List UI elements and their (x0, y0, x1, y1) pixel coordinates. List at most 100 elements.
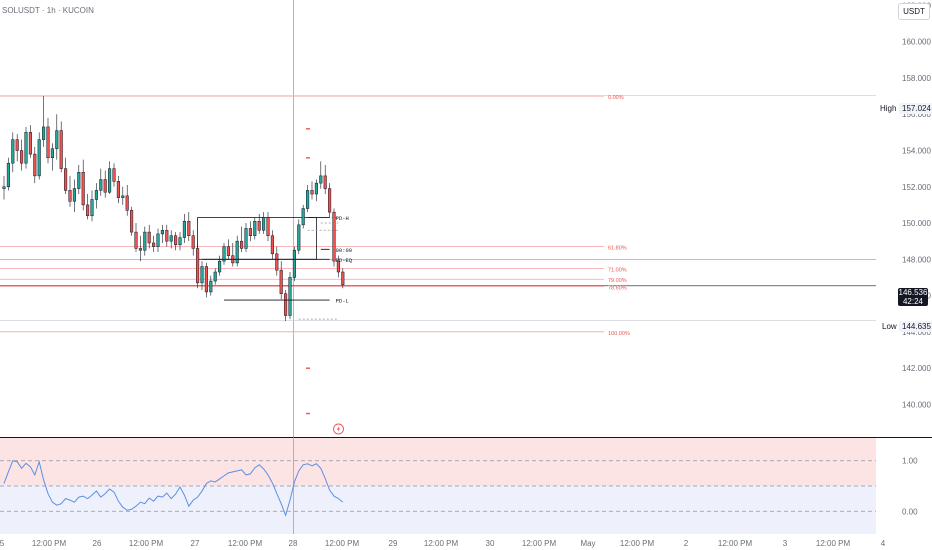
candle-body (169, 235, 173, 242)
x-tick-label: 12:00 PM (228, 539, 263, 548)
fib-level-label: 100.00% (608, 331, 630, 337)
candle-body (55, 130, 59, 149)
session-level-label: PD-EQ (336, 257, 353, 264)
y-tick-label: 154.000 (902, 147, 931, 156)
candle-body (81, 172, 85, 206)
candle-body (279, 269, 283, 295)
candle-body (11, 139, 15, 164)
candle-body (86, 204, 90, 217)
fib-level-label: 79.00% (608, 278, 627, 284)
session-level-label: PD-L (336, 298, 349, 305)
candle-body (332, 211, 336, 262)
target-mark (306, 367, 310, 369)
candle-body (310, 190, 314, 195)
candle-body (226, 246, 230, 256)
x-tick-label: 12:00 PM (620, 539, 655, 548)
candle-body (336, 260, 340, 273)
candle-body (328, 188, 332, 213)
fib-level-label: 0.00% (608, 95, 624, 101)
x-tick-label: 5 (0, 539, 5, 548)
x-tick-label: 26 (93, 539, 102, 548)
candle-body (270, 235, 274, 255)
fib-level-label: 71.00% (608, 267, 627, 273)
x-tick-label: 12:00 PM (32, 539, 67, 548)
x-tick-label: 3 (783, 539, 788, 548)
candle-body (178, 237, 182, 246)
candle-body (275, 253, 279, 271)
candle-body (130, 210, 134, 233)
currency-button[interactable]: USDT (898, 3, 930, 20)
candle-body (244, 228, 248, 249)
x-tick-label: 30 (486, 539, 495, 548)
candle-body (187, 220, 191, 236)
candle-body (209, 280, 213, 293)
y-tick-label: 158.000 (902, 74, 931, 83)
x-tick-label: 12:00 PM (129, 539, 164, 548)
candle-body (174, 235, 178, 246)
y-tick-label: 152.000 (902, 183, 931, 192)
target-mark (306, 157, 310, 159)
x-tick-label: 2 (684, 539, 689, 548)
candle-body (72, 188, 76, 202)
candle-body (319, 175, 323, 184)
candle-body (196, 248, 200, 284)
candle-body (37, 139, 41, 177)
last-price-value: 146.536 (898, 288, 928, 297)
fib-level-label: 61.80% (608, 246, 627, 252)
candle-body (42, 126, 46, 140)
lightning-icon (333, 423, 344, 435)
low-label: Low (882, 322, 897, 331)
candle-body (99, 179, 103, 191)
candle-body (297, 224, 301, 251)
candle-body (33, 153, 37, 177)
candle-body (68, 190, 72, 202)
candle-body (147, 231, 151, 244)
bar-countdown: 42:24 (902, 297, 924, 306)
x-tick-label: 12:00 PM (718, 539, 753, 548)
session-level-label: PD-H (336, 215, 349, 222)
high-label: High (880, 104, 897, 113)
candle-body (218, 260, 222, 273)
oscillator-band (0, 486, 876, 534)
candle-body (20, 150, 24, 164)
candle-body (138, 248, 142, 251)
candle-body (64, 168, 68, 191)
candle-body (204, 266, 208, 293)
candle-body (257, 220, 261, 231)
candle-body (314, 182, 318, 195)
high-value-tag: 157.024 (899, 103, 932, 114)
candle-body (24, 132, 28, 164)
candle-body (222, 246, 226, 262)
candle-body (306, 190, 310, 209)
x-tick-label: 12:00 PM (325, 539, 360, 548)
candle-body (182, 220, 186, 238)
candle-body (262, 217, 266, 231)
candle-body (292, 249, 296, 278)
last-price-tag: 146.536 42:24 (898, 288, 928, 306)
candle-body (152, 242, 156, 247)
candle-body (213, 271, 217, 282)
x-tick-label: May (580, 539, 595, 548)
candle-body (2, 186, 6, 189)
candle-body (240, 240, 244, 249)
x-tick-label: 12:00 PM (816, 539, 851, 548)
candle-body (323, 175, 327, 189)
x-tick-label: 12:00 PM (522, 539, 557, 548)
candle-body (6, 162, 10, 188)
candle-body (134, 231, 138, 249)
candle-body (116, 181, 120, 198)
candle-body (288, 277, 292, 316)
candle-body (191, 235, 195, 249)
low-value-tag: 144.635 (899, 321, 932, 332)
candle-body (165, 230, 169, 242)
y-tick-label: 140.000 (902, 400, 931, 409)
x-tick-label: 28 (289, 539, 298, 548)
candle-body (235, 240, 239, 264)
candle-body (200, 266, 204, 284)
y-tick-label: 156.000 (902, 110, 931, 119)
y-tick-label: 144.000 (902, 328, 931, 337)
y-tick-label: 142.000 (902, 364, 931, 373)
oscillator-y-tick-label: 0.00 (902, 507, 918, 516)
candle-body (266, 217, 270, 236)
